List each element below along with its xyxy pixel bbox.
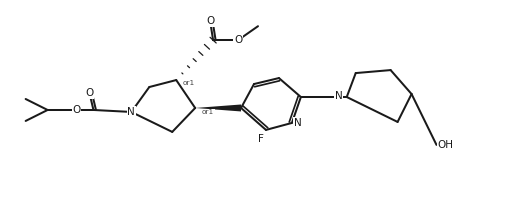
Text: O: O — [72, 105, 80, 115]
Text: OH: OH — [437, 140, 453, 150]
Text: or1: or1 — [183, 80, 195, 86]
Text: N: N — [334, 91, 342, 101]
Text: or1: or1 — [202, 109, 214, 115]
Text: F: F — [258, 134, 263, 144]
Text: O: O — [85, 88, 94, 98]
Text: O: O — [234, 35, 242, 45]
Text: N: N — [127, 107, 135, 117]
Text: O: O — [206, 16, 214, 26]
Polygon shape — [195, 105, 241, 111]
Text: N: N — [293, 118, 301, 128]
